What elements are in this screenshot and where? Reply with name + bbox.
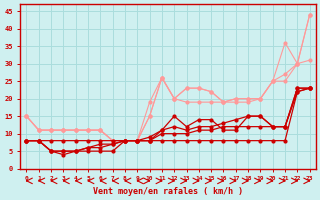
X-axis label: Vent moyen/en rafales ( km/h ): Vent moyen/en rafales ( km/h ): [93, 187, 243, 196]
